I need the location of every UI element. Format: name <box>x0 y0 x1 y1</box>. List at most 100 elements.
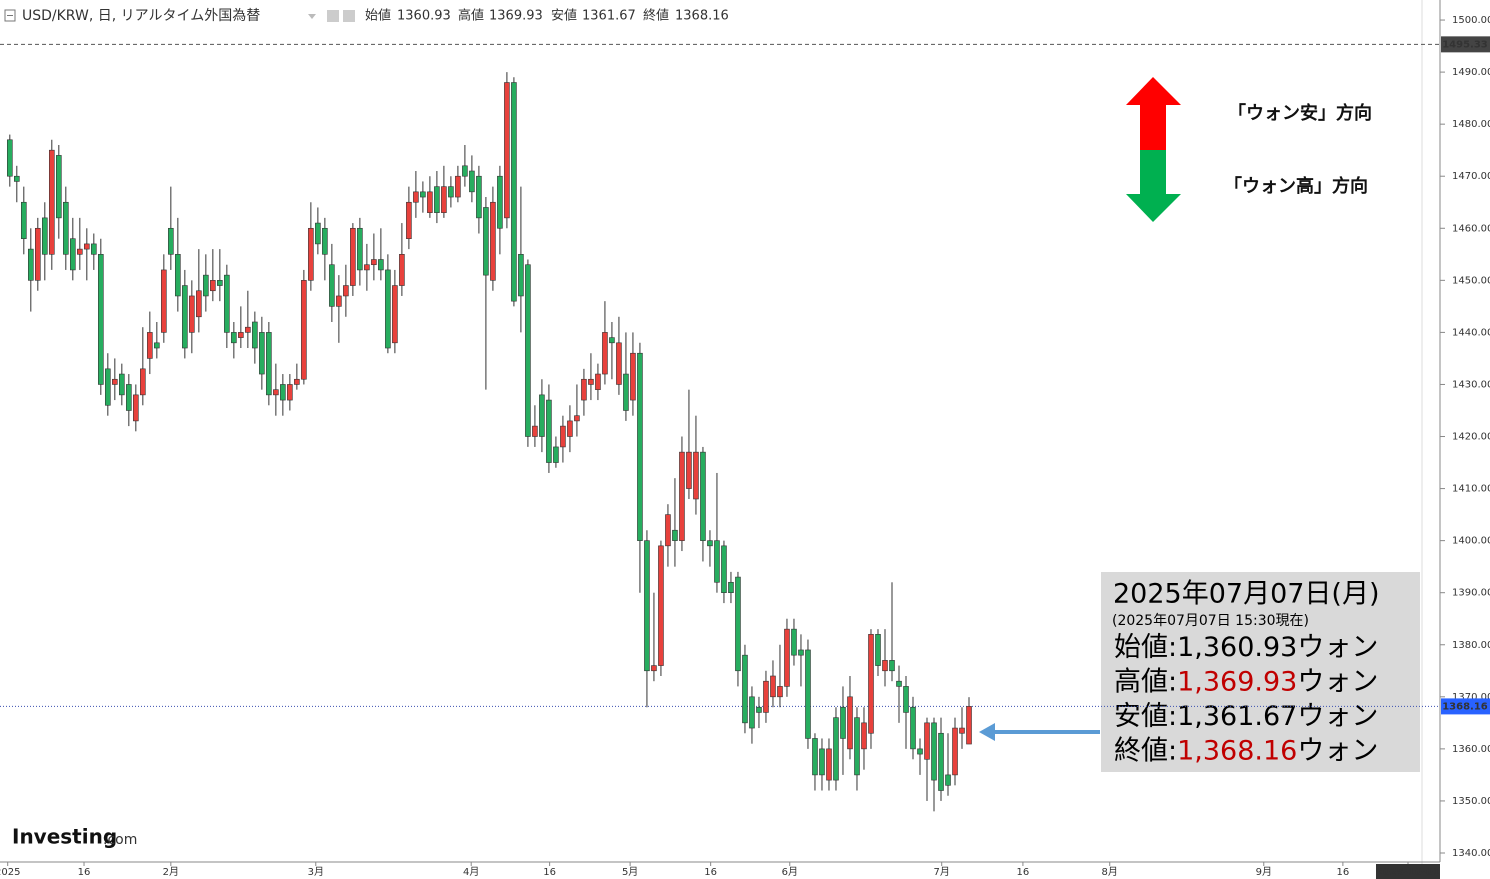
candle-body <box>273 389 279 396</box>
candle-body <box>553 446 559 463</box>
x-tick-label: 16 <box>1337 867 1350 878</box>
candle-body <box>14 175 20 182</box>
info-unit: ウォン <box>1297 735 1378 766</box>
candle-body <box>322 227 328 255</box>
candle-body <box>182 285 188 349</box>
candle-body <box>637 352 643 541</box>
info-note: (2025年07月07日 15:30現在) <box>1112 613 1309 629</box>
close-icon[interactable] <box>343 10 355 22</box>
candle-body <box>77 248 83 255</box>
candle-body <box>686 451 692 489</box>
candle-body <box>672 529 678 541</box>
candle-body <box>217 280 223 286</box>
y-tick-label: 1470.00 <box>1452 171 1490 182</box>
candle-body <box>350 227 356 286</box>
candle-body <box>721 545 727 593</box>
candle-body <box>742 654 748 724</box>
info-row: 始値:1,360.93ウォン <box>1114 632 1378 663</box>
candle-body <box>378 259 384 271</box>
candle-body <box>665 514 671 547</box>
candle-body <box>609 337 615 344</box>
candle-body <box>7 139 13 177</box>
candle-body <box>483 207 489 276</box>
x-tick-label: 16 <box>1017 867 1030 878</box>
candle-body <box>105 368 111 406</box>
candle-body <box>959 727 965 734</box>
candle-body <box>203 274 209 297</box>
candle-body <box>777 686 783 698</box>
info-label: 始値: <box>1114 632 1177 663</box>
logo: Investing <box>12 825 117 849</box>
info-value: 1,360.93 <box>1177 632 1297 663</box>
candle-body <box>833 717 839 781</box>
close-label: 終値 <box>643 8 669 24</box>
candle-body <box>434 186 440 213</box>
candle-body <box>70 238 76 271</box>
candle-body <box>91 243 97 255</box>
candle-body <box>700 451 706 541</box>
info-value: 1,369.93 <box>1177 666 1297 697</box>
candle-body <box>280 384 286 401</box>
candle-body <box>539 394 545 437</box>
collapse-icon[interactable] <box>4 9 16 22</box>
x-tick-label: 16 <box>543 867 556 878</box>
candle-body <box>952 727 958 776</box>
candle-body <box>84 243 90 250</box>
up-arrow <box>1126 77 1181 150</box>
candle-body <box>861 722 867 750</box>
info-unit: ウォン <box>1297 666 1378 697</box>
candle-body <box>196 290 202 318</box>
info-date: 2025年07月07日(月) <box>1113 579 1380 610</box>
candle-body <box>287 384 293 401</box>
last-price-label: 1368.16 <box>1442 701 1488 712</box>
candle-body <box>658 545 664 666</box>
candle-body <box>189 295 195 333</box>
y-tick-label: 1410.00 <box>1452 484 1490 495</box>
candle-body <box>126 384 132 411</box>
x-tick-label: 2月 <box>163 866 179 878</box>
info-label: 終値: <box>1114 735 1177 766</box>
candle-body <box>756 706 762 713</box>
candle-body <box>455 175 461 198</box>
high-line-tag <box>1441 36 1490 53</box>
candle-body <box>448 186 454 198</box>
candle-body <box>770 675 776 698</box>
candle-body <box>385 269 391 349</box>
candle-body <box>343 285 349 297</box>
candle-body <box>133 394 139 422</box>
candle-body <box>462 165 468 177</box>
x-tick-label: 3月 <box>308 866 324 878</box>
close-value: 1368.16 <box>675 9 729 24</box>
candle-body <box>679 451 685 541</box>
candle-body <box>819 748 825 776</box>
candle-body <box>259 332 265 375</box>
candle-body <box>245 326 251 333</box>
candle-body <box>924 722 930 760</box>
candle-body <box>728 581 734 593</box>
candle-body <box>364 264 370 271</box>
candle-body <box>140 368 146 396</box>
candle-body <box>840 706 846 739</box>
info-box <box>1101 572 1420 772</box>
dropdown[interactable] <box>308 14 316 19</box>
settings-icon[interactable] <box>327 10 339 22</box>
candle-body <box>595 373 601 390</box>
candle-body <box>525 264 531 437</box>
candle-body <box>63 201 69 255</box>
up-annotation: 「ウォン安」方向 <box>1228 102 1372 124</box>
candle-body <box>805 649 811 739</box>
candle-body <box>875 634 881 666</box>
low-label: 安値 <box>551 8 577 24</box>
open-value: 1360.93 <box>397 9 451 24</box>
candle-body <box>476 175 482 219</box>
candle-body <box>602 332 608 375</box>
candle-body <box>938 732 944 791</box>
candle-body <box>441 186 447 213</box>
candle-body <box>315 222 321 245</box>
x-tick-label: 6月 <box>782 866 798 878</box>
y-tick-label: 1440.00 <box>1452 327 1490 338</box>
y-tick-label: 1450.00 <box>1452 275 1490 286</box>
candle-body <box>763 680 769 713</box>
candle-body <box>931 722 937 781</box>
candle-body <box>420 191 426 198</box>
